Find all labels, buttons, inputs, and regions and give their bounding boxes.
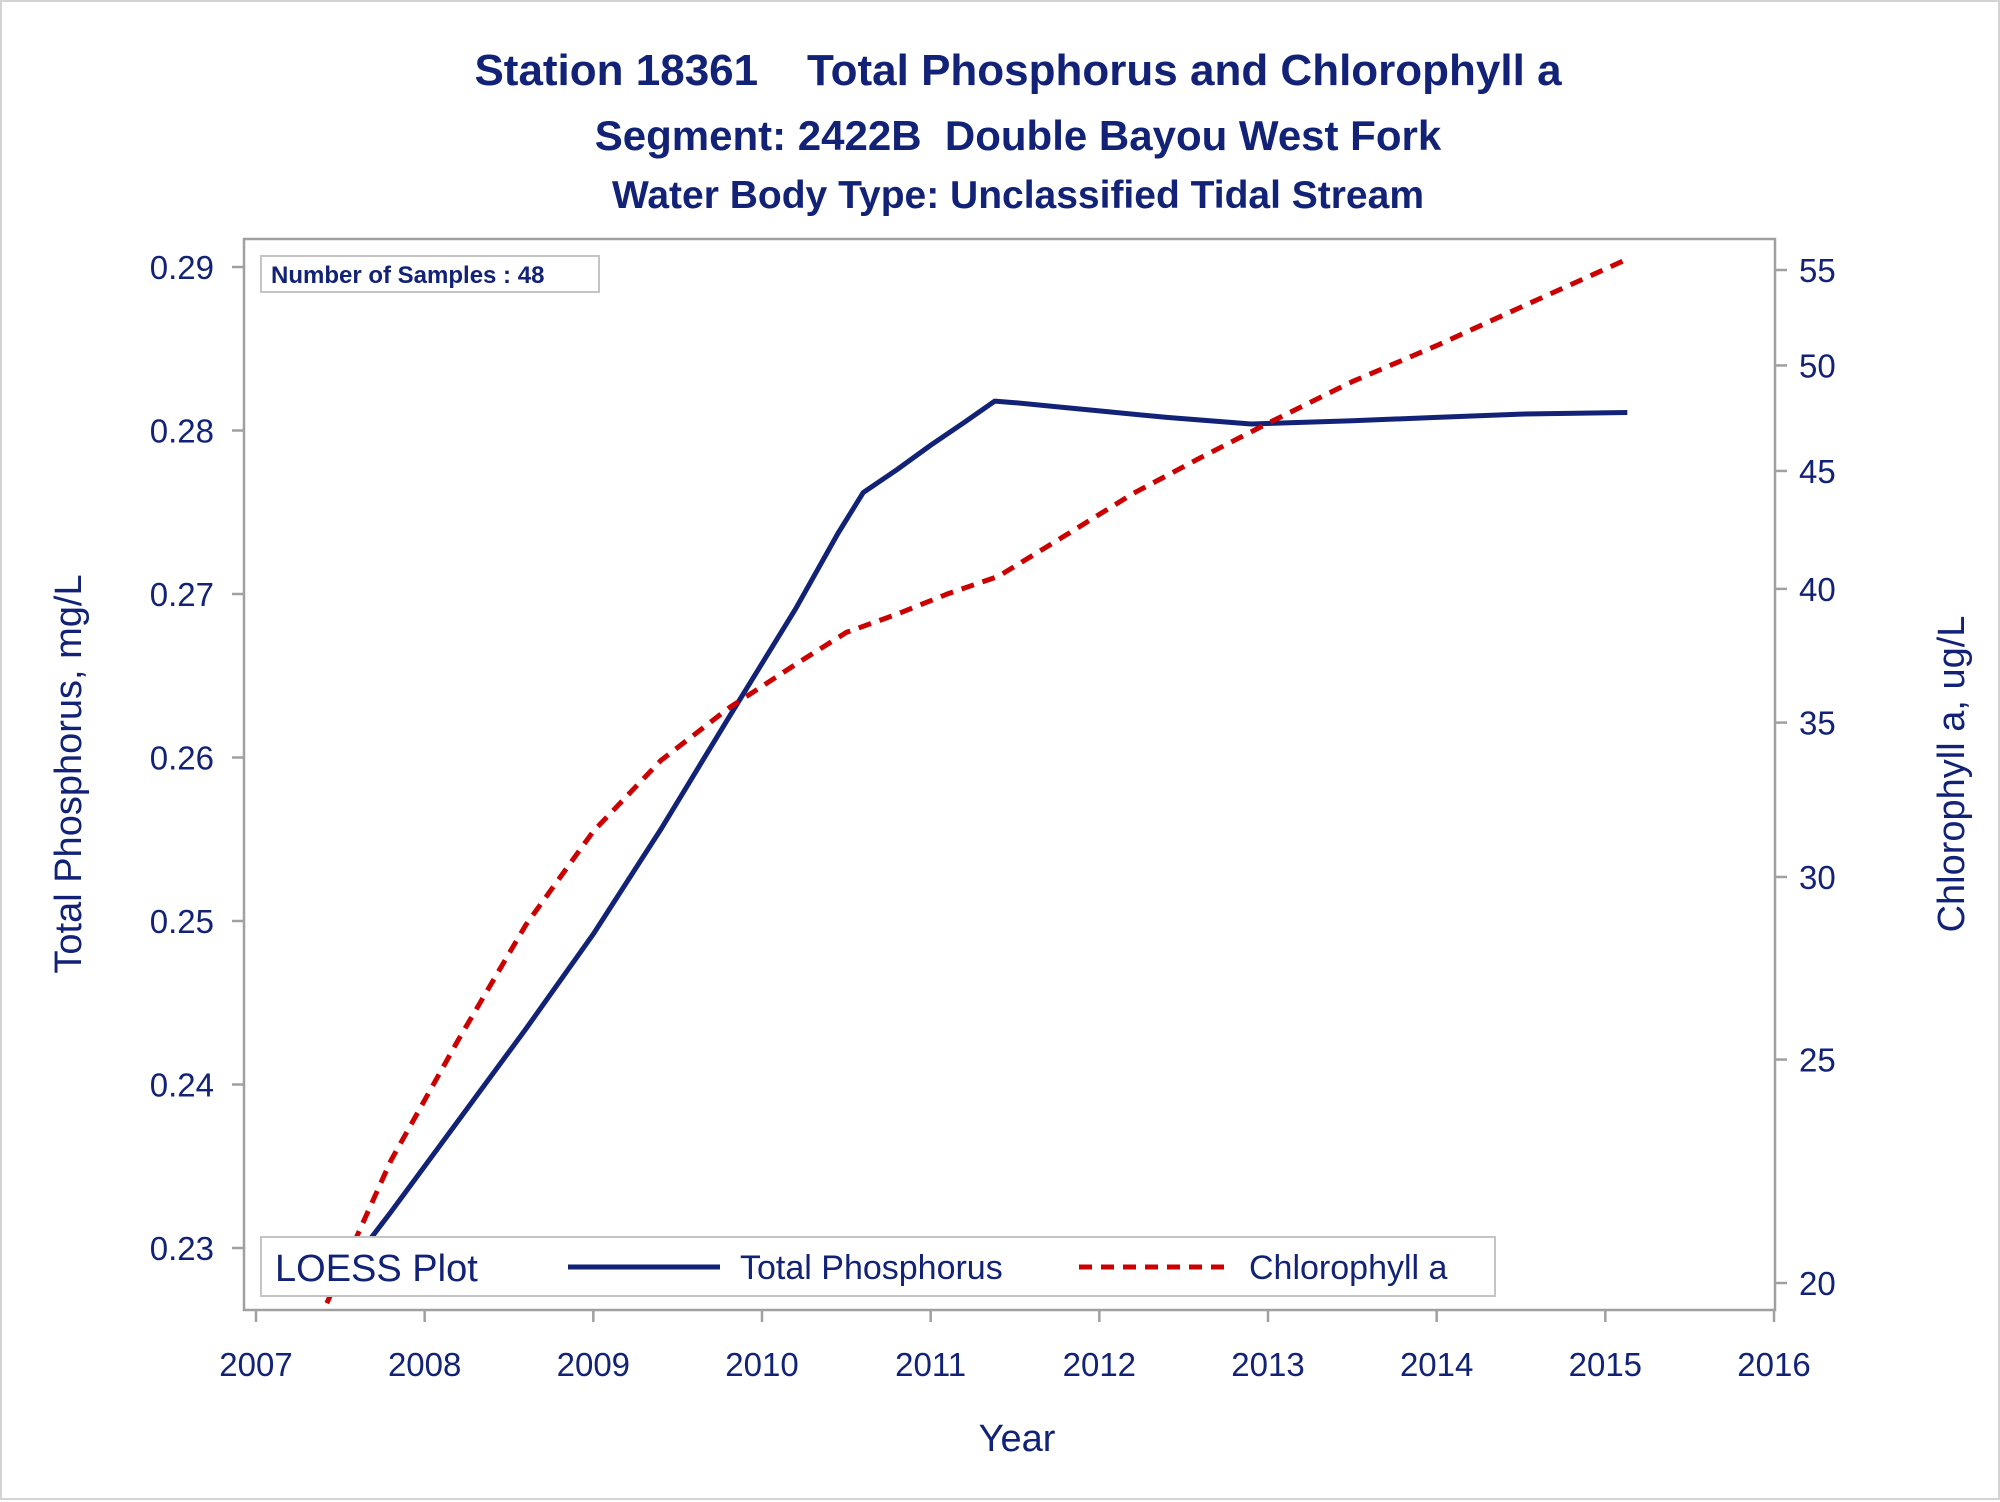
legend-box [260, 1236, 1496, 1297]
right-y-axis-label: Chlorophyll a, ug/L [1931, 616, 1973, 933]
left-y-tick-label: 0.29 [150, 249, 214, 286]
sample-count-label: Number of Samples : 48 [271, 262, 544, 289]
left-y-axis-label: Total Phosphorus, mg/L [48, 574, 90, 973]
right-y-tick-label: 55 [1799, 252, 1836, 289]
x-axis-label: Year [979, 1418, 1056, 1460]
x-tick-label: 2009 [557, 1346, 630, 1383]
right-y-tick-label: 35 [1799, 705, 1836, 742]
x-tick-label: 2011 [895, 1346, 966, 1383]
chart-title: Station 18361 Total Phosphorus and Chlor… [474, 46, 1562, 95]
x-tick-label: 2007 [219, 1346, 292, 1383]
chart-subtitle-segment: Segment: 2422B Double Bayou West Fork [595, 112, 1442, 159]
left-y-axis-ticks: 0.23 0.24 0.25 0.26 0.27 0.28 0.29 [150, 249, 244, 1267]
x-tick-label: 2012 [1063, 1346, 1136, 1383]
right-y-axis-ticks: 20 25 30 35 40 45 50 55 [1775, 252, 1836, 1302]
left-y-tick-label: 0.23 [150, 1230, 214, 1267]
plot-area [242, 237, 1777, 1312]
chart-subtitle-waterbody: Water Body Type: Unclassified Tidal Stre… [612, 174, 1424, 217]
left-y-tick-label: 0.28 [150, 413, 214, 450]
legend-label-chlorophyll-a: Chlorophyll a [1249, 1249, 1448, 1287]
right-y-tick-label: 50 [1799, 347, 1836, 384]
x-tick-label: 2016 [1737, 1346, 1810, 1383]
x-axis-ticks: 2007 2008 2009 2010 2011 2012 2013 2014 2015 2016 [219, 1310, 1811, 1383]
right-y-tick-label: 45 [1799, 453, 1836, 490]
series-layer [324, 256, 1629, 1305]
right-y-tick-label: 25 [1799, 1042, 1836, 1079]
right-y-tick-label: 20 [1799, 1265, 1836, 1302]
right-y-tick-label: 40 [1799, 571, 1836, 608]
x-tick-label: 2010 [725, 1346, 798, 1383]
x-tick-label: 2015 [1569, 1346, 1642, 1383]
x-tick-label: 2008 [388, 1346, 461, 1383]
sample-count-box [260, 255, 600, 293]
left-y-tick-label: 0.25 [150, 903, 214, 940]
left-y-tick-label: 0.24 [150, 1067, 214, 1104]
left-y-tick-label: 0.27 [150, 576, 214, 613]
legend-title: LOESS Plot [275, 1248, 478, 1290]
legend-label-total-phosphorus: Total Phosphorus [740, 1249, 1003, 1287]
series-line-total-phosphorus [326, 398, 1628, 1296]
series-line-chlorophyll-a [324, 256, 1629, 1305]
x-tick-label: 2013 [1231, 1346, 1304, 1383]
right-y-tick-label: 30 [1799, 859, 1836, 896]
x-tick-label: 2014 [1400, 1346, 1473, 1383]
left-y-tick-label: 0.26 [150, 740, 214, 777]
